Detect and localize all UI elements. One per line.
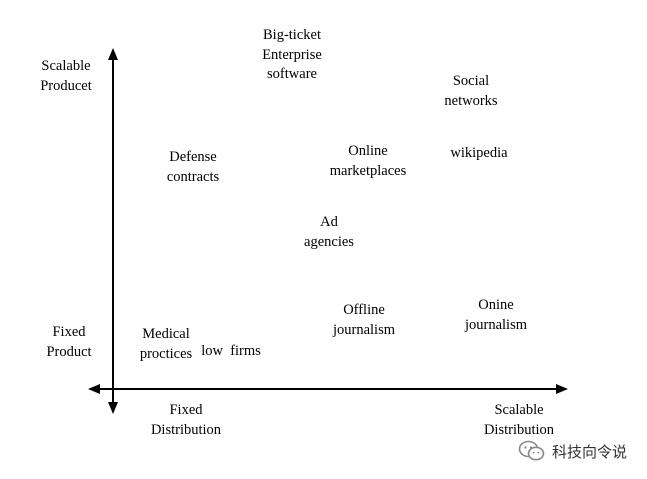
item-social-networks: Social networks bbox=[444, 73, 498, 109]
y-axis-bottom-label: Fixed Product bbox=[46, 324, 92, 360]
item-medical-proctices: Medical proctices bbox=[139, 326, 193, 362]
item-online-marketplaces: Online marketplaces bbox=[329, 143, 407, 179]
x-axis-left-label: Fixed Distribution bbox=[150, 402, 222, 438]
y-axis-arrow-top bbox=[108, 48, 118, 60]
x-axis-right-label: Scalable Distribution bbox=[483, 402, 555, 438]
item-wikipedia: wikipedia bbox=[450, 145, 508, 161]
item-defense-contracts: Defense contracts bbox=[166, 149, 220, 185]
watermark-text: 科技向令说 bbox=[551, 442, 627, 461]
y-axis-top-label: Scalable Producet bbox=[40, 58, 92, 94]
wechat-icon bbox=[518, 440, 546, 462]
x-axis-arrow-left bbox=[88, 384, 100, 394]
item-low-firms: low firms bbox=[201, 343, 261, 359]
item-big-ticket-enterprise-software: Big-ticket Enterprise software bbox=[262, 27, 322, 82]
item-offline-journalism: Offline journalism bbox=[332, 302, 396, 338]
x-axis-arrow-right bbox=[556, 384, 568, 394]
item-ad-agencies: Ad agencies bbox=[304, 214, 354, 250]
watermark: 科技向令说 bbox=[518, 440, 627, 462]
item-onine-journalism: Onine journalism bbox=[464, 297, 528, 333]
y-axis-arrow-bottom bbox=[108, 402, 118, 414]
